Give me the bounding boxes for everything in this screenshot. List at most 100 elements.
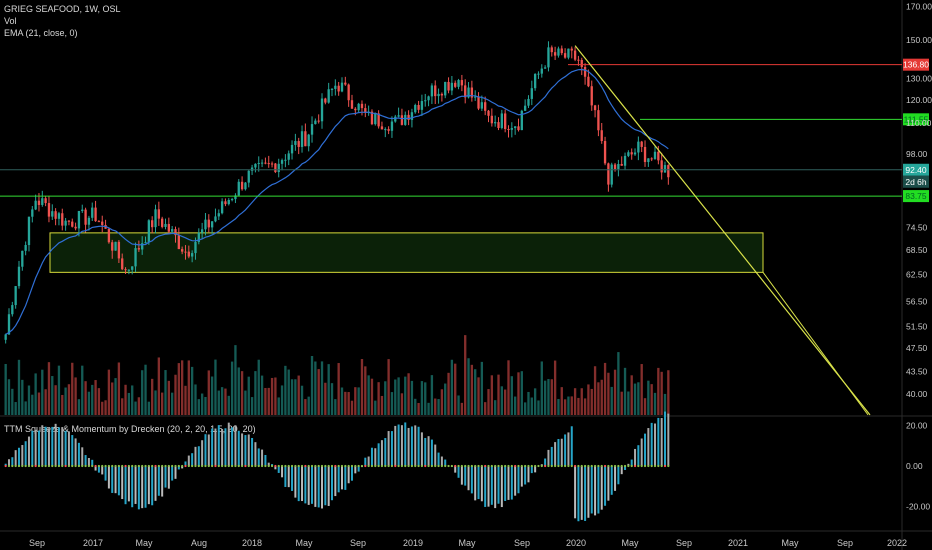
- candle-body: [320, 98, 324, 122]
- volume-bar: [151, 378, 154, 415]
- squeeze-dot: [457, 464, 460, 468]
- momentum-bar: [174, 466, 177, 479]
- squeeze-dot: [570, 464, 573, 468]
- volume-bar: [354, 387, 357, 415]
- price-tag-label: 83.75: [905, 191, 927, 201]
- momentum-bar: [161, 466, 164, 497]
- momentum-bar: [7, 459, 10, 466]
- squeeze-dot: [330, 464, 334, 468]
- momentum-bar: [24, 441, 27, 466]
- time-axis-tick: 2021: [728, 538, 748, 548]
- squeeze-dot: [490, 464, 493, 468]
- squeeze-dot: [37, 464, 41, 468]
- squeeze-dot: [250, 464, 254, 468]
- squeeze-dot: [144, 464, 147, 468]
- squeeze-dot: [121, 464, 124, 468]
- squeeze-dot: [260, 464, 264, 468]
- candle-body: [470, 87, 474, 98]
- candle-body: [310, 124, 314, 135]
- squeeze-dot: [650, 464, 653, 468]
- momentum-bar: [154, 466, 157, 501]
- squeeze-dot: [500, 464, 503, 468]
- volume-bar: [563, 399, 567, 415]
- candle-body: [51, 211, 54, 217]
- volume-bar: [607, 372, 610, 415]
- squeeze-dot: [540, 464, 543, 468]
- candle-body: [400, 115, 404, 125]
- momentum-bar: [510, 466, 513, 500]
- candle-body: [527, 98, 530, 106]
- squeeze-dot: [77, 464, 81, 468]
- squeeze-dot: [287, 464, 290, 468]
- momentum-bar: [494, 466, 497, 509]
- volume-bar: [454, 363, 457, 415]
- momentum-bar: [344, 466, 347, 490]
- price-tag: [903, 58, 929, 71]
- volume-bar: [513, 396, 517, 415]
- candle-body: [260, 162, 264, 164]
- price-axis-tick: 68.50: [906, 245, 928, 255]
- squeeze-dot: [64, 464, 67, 468]
- squeeze-dot: [440, 464, 443, 468]
- squeeze-dot: [474, 464, 477, 468]
- volume-bar: [394, 379, 397, 415]
- candle-body: [127, 269, 131, 271]
- volume-bar: [11, 388, 14, 415]
- volume-bar: [41, 369, 44, 415]
- candle-body: [200, 229, 204, 233]
- momentum-bar: [517, 466, 520, 494]
- candle-body: [204, 219, 207, 230]
- candle-body: [167, 223, 171, 232]
- candle-body: [340, 82, 344, 92]
- momentum-bar: [77, 442, 80, 466]
- volume-bar: [543, 380, 547, 415]
- squeeze-dot: [347, 464, 350, 468]
- squeeze-dot: [304, 464, 307, 468]
- volume-bar: [420, 381, 424, 415]
- momentum-bar: [367, 456, 370, 466]
- volume-bar: [520, 371, 523, 415]
- momentum-bar: [574, 466, 577, 519]
- volume-bar: [314, 361, 317, 415]
- squeeze-dot: [161, 464, 164, 468]
- momentum-bar: [227, 422, 230, 466]
- volume-bar: [560, 387, 563, 415]
- momentum-bar: [440, 456, 443, 466]
- momentum-bar: [457, 466, 460, 478]
- momentum-bar: [557, 439, 560, 466]
- squeeze-dot: [447, 464, 450, 468]
- volume-bar: [254, 371, 257, 415]
- candle-body: [37, 200, 41, 205]
- squeeze-dot: [314, 464, 317, 468]
- volume-bar: [214, 359, 217, 415]
- candle-body: [440, 93, 444, 96]
- momentum-bar: [157, 466, 160, 496]
- squeeze-dot: [507, 464, 510, 468]
- momentum-bar: [81, 447, 84, 466]
- candle-body: [547, 47, 550, 68]
- candle-body: [630, 152, 633, 155]
- volume-bar: [220, 387, 224, 415]
- price-axis-tick: 56.50: [906, 297, 928, 307]
- candle-body: [557, 48, 560, 56]
- candle-body: [280, 160, 284, 164]
- candle-body: [540, 68, 543, 74]
- squeeze-dot: [384, 464, 387, 468]
- squeeze-dot: [430, 464, 434, 468]
- candle-body: [360, 103, 364, 109]
- candle-body: [560, 48, 563, 54]
- volume-bar: [234, 345, 237, 415]
- squeeze-dot: [141, 464, 144, 468]
- squeeze-dot: [397, 464, 400, 468]
- squeeze-dot: [280, 464, 284, 468]
- squeeze-dot: [530, 464, 533, 468]
- momentum-bar: [630, 459, 633, 466]
- volume-bar: [147, 401, 151, 415]
- squeeze-dot: [154, 464, 157, 468]
- momentum-bar: [144, 466, 147, 508]
- candle-body: [197, 232, 200, 242]
- momentum-bar: [340, 466, 343, 490]
- momentum-bar: [370, 447, 373, 466]
- momentum-bar: [11, 457, 14, 466]
